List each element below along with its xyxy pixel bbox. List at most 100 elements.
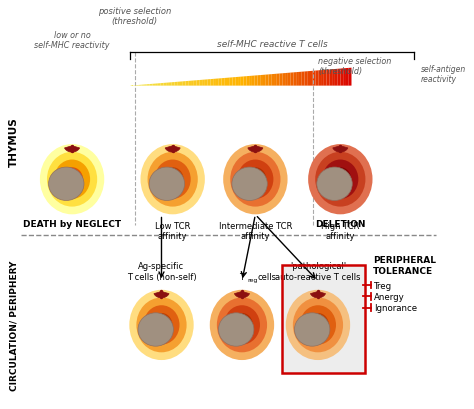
Ellipse shape [307, 313, 329, 337]
Ellipse shape [140, 145, 205, 215]
Polygon shape [154, 292, 169, 298]
Polygon shape [310, 292, 326, 298]
Polygon shape [283, 74, 285, 86]
Polygon shape [248, 146, 263, 153]
Ellipse shape [151, 313, 173, 337]
Polygon shape [255, 76, 257, 86]
Polygon shape [307, 72, 310, 86]
Polygon shape [246, 77, 249, 86]
Polygon shape [310, 72, 313, 86]
Polygon shape [285, 74, 288, 86]
Polygon shape [343, 69, 346, 86]
Polygon shape [280, 74, 283, 86]
Bar [282, 265, 365, 373]
Polygon shape [194, 81, 197, 86]
Polygon shape [221, 79, 224, 86]
Text: Treg: Treg [374, 281, 392, 290]
Polygon shape [147, 85, 150, 86]
Polygon shape [257, 76, 260, 86]
Polygon shape [219, 79, 221, 86]
Polygon shape [340, 69, 343, 86]
Ellipse shape [219, 313, 254, 346]
Ellipse shape [317, 168, 352, 201]
Polygon shape [138, 85, 141, 86]
Polygon shape [191, 81, 194, 86]
Polygon shape [324, 70, 327, 86]
Text: Ignorance: Ignorance [374, 303, 417, 312]
Polygon shape [224, 79, 227, 86]
Polygon shape [263, 75, 266, 86]
Polygon shape [200, 81, 202, 86]
Polygon shape [155, 84, 158, 86]
Polygon shape [268, 75, 271, 86]
Polygon shape [299, 72, 302, 86]
Polygon shape [169, 83, 172, 86]
Polygon shape [164, 83, 166, 86]
Ellipse shape [137, 298, 187, 353]
Text: negative selection
(threshold): negative selection (threshold) [318, 56, 392, 76]
Polygon shape [233, 78, 235, 86]
Ellipse shape [294, 313, 330, 346]
Text: DELETION: DELETION [315, 220, 365, 229]
Ellipse shape [40, 145, 104, 215]
Ellipse shape [138, 313, 173, 346]
Text: self-antigen
reactivity: self-antigen reactivity [421, 65, 466, 84]
Polygon shape [177, 82, 180, 86]
Ellipse shape [162, 168, 183, 192]
Ellipse shape [129, 290, 194, 360]
Ellipse shape [286, 290, 350, 360]
Polygon shape [185, 82, 188, 86]
Polygon shape [202, 80, 205, 86]
Polygon shape [337, 70, 340, 86]
Polygon shape [274, 74, 277, 86]
Polygon shape [166, 83, 169, 86]
Polygon shape [335, 70, 337, 86]
Polygon shape [208, 80, 210, 86]
Ellipse shape [300, 306, 336, 345]
Text: High TCR
affinity: High TCR affinity [321, 221, 359, 240]
Ellipse shape [224, 306, 260, 345]
Ellipse shape [149, 168, 184, 201]
Polygon shape [333, 146, 348, 153]
Polygon shape [205, 80, 208, 86]
Polygon shape [172, 83, 174, 86]
Text: 'pathological'
auto-reactive T cells: 'pathological' auto-reactive T cells [275, 262, 361, 281]
Polygon shape [188, 81, 191, 86]
Text: PERIPHERAL
TOLERANCE: PERIPHERAL TOLERANCE [373, 256, 436, 276]
Polygon shape [216, 79, 219, 86]
Polygon shape [180, 82, 183, 86]
Text: low or no
self-MHC reactivity: low or no self-MHC reactivity [34, 31, 110, 50]
Polygon shape [238, 77, 241, 86]
Ellipse shape [54, 160, 90, 199]
Polygon shape [332, 70, 335, 86]
Ellipse shape [231, 313, 253, 337]
Polygon shape [329, 70, 332, 86]
Polygon shape [313, 72, 316, 86]
Ellipse shape [232, 168, 267, 201]
Polygon shape [150, 85, 152, 86]
Ellipse shape [147, 153, 198, 207]
Ellipse shape [329, 168, 351, 192]
Polygon shape [230, 78, 233, 86]
Polygon shape [293, 73, 296, 86]
Polygon shape [252, 76, 255, 86]
Text: DEATH by NEGLECT: DEATH by NEGLECT [23, 220, 121, 229]
Text: self-MHC reactive T cells: self-MHC reactive T cells [217, 40, 328, 49]
Polygon shape [349, 68, 352, 86]
Polygon shape [260, 76, 263, 86]
Polygon shape [288, 73, 291, 86]
Polygon shape [296, 73, 299, 86]
Ellipse shape [210, 290, 274, 360]
Polygon shape [241, 77, 244, 86]
Polygon shape [271, 75, 274, 86]
Text: Low TCR
affinity: Low TCR affinity [155, 221, 191, 240]
Ellipse shape [245, 168, 266, 192]
Polygon shape [277, 74, 280, 86]
Polygon shape [316, 71, 319, 86]
Polygon shape [249, 76, 252, 86]
Polygon shape [210, 80, 213, 86]
Polygon shape [346, 69, 349, 86]
Text: CIRCULATION/ PERIPHERY: CIRCULATION/ PERIPHERY [9, 261, 18, 391]
Polygon shape [302, 72, 304, 86]
Ellipse shape [144, 306, 180, 345]
